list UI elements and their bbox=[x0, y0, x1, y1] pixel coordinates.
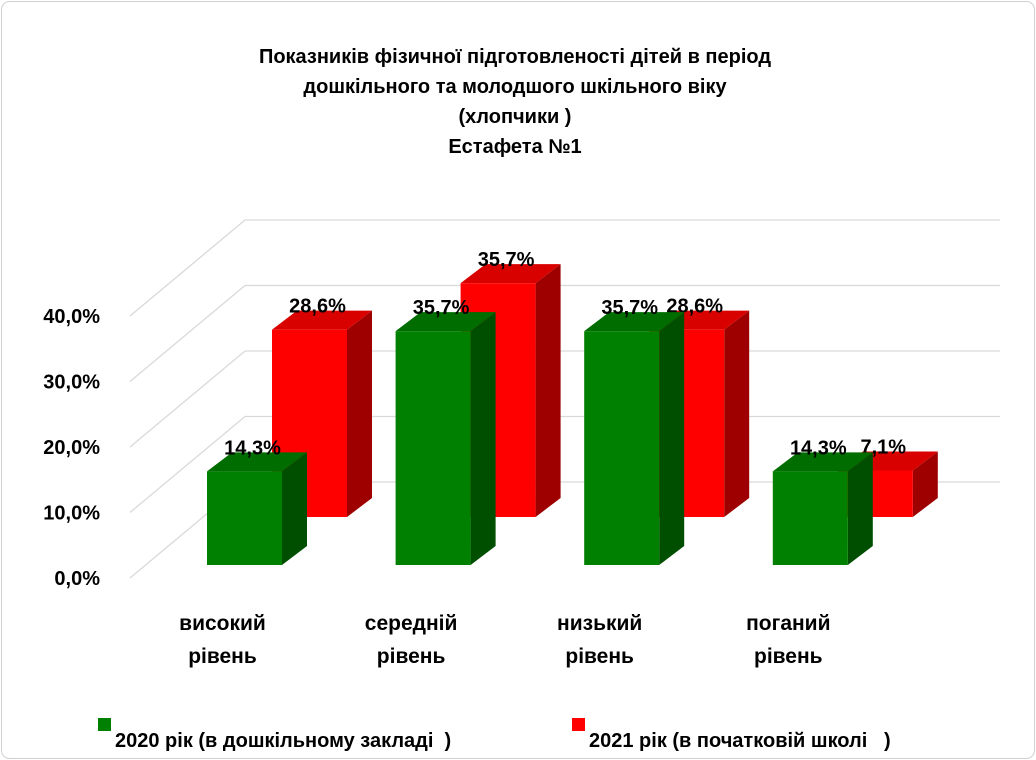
bar-front bbox=[772, 471, 848, 565]
chart-title: дошкільного та молодшого шкільного віку bbox=[303, 76, 727, 98]
bar-top bbox=[584, 312, 685, 332]
grid-line bbox=[129, 219, 1000, 317]
legend-label: 2020 рік (в дошкільному закладі ) bbox=[115, 730, 451, 752]
x-tick-label: середній рівень bbox=[364, 612, 458, 668]
y-tick-label: 20,0% bbox=[43, 437, 100, 459]
bar-side bbox=[724, 310, 750, 517]
bar-top bbox=[272, 310, 372, 330]
data-label: 14,3% bbox=[790, 437, 847, 459]
y-tick-label: 0,0% bbox=[54, 568, 100, 590]
bar-side bbox=[347, 310, 372, 517]
bar-top bbox=[460, 264, 561, 284]
y-tick-label: 30,0% bbox=[43, 372, 100, 394]
bar-top bbox=[207, 452, 307, 472]
chart-title: Естафета №1 bbox=[448, 136, 581, 158]
x-tick-label: низький рівень bbox=[557, 612, 643, 668]
bar-side bbox=[535, 264, 561, 517]
bar-top bbox=[772, 452, 873, 472]
bar-front bbox=[207, 471, 282, 565]
bar-front bbox=[395, 331, 471, 565]
bar-side bbox=[659, 312, 685, 565]
y-tick-label: 40,0% bbox=[43, 306, 100, 328]
data-label: 35,7% bbox=[601, 297, 658, 319]
x-tick-label: поганий рівень bbox=[746, 612, 831, 668]
bar-side bbox=[470, 312, 496, 565]
bar-side bbox=[912, 451, 938, 517]
bar-side bbox=[282, 452, 307, 565]
bar-front bbox=[584, 331, 660, 565]
legend-swatch bbox=[572, 718, 585, 731]
x-tick-label: високий рівень bbox=[179, 612, 266, 668]
legend-swatch bbox=[98, 718, 111, 731]
grid-line bbox=[129, 284, 1000, 382]
legend-label: 2021 рік (в початковій школі ) bbox=[589, 730, 891, 752]
bar-side bbox=[847, 452, 873, 565]
data-label: 35,7% bbox=[413, 297, 470, 319]
chart-title: Показників фізичної підготовленості діте… bbox=[259, 46, 771, 68]
data-label: 35,7% bbox=[478, 249, 535, 271]
data-label: 28,6% bbox=[289, 296, 346, 318]
chart-title: (хлопчики ) bbox=[459, 106, 572, 128]
data-label: 14,3% bbox=[224, 437, 281, 459]
y-tick-label: 10,0% bbox=[43, 503, 100, 525]
bar-top bbox=[395, 312, 496, 332]
